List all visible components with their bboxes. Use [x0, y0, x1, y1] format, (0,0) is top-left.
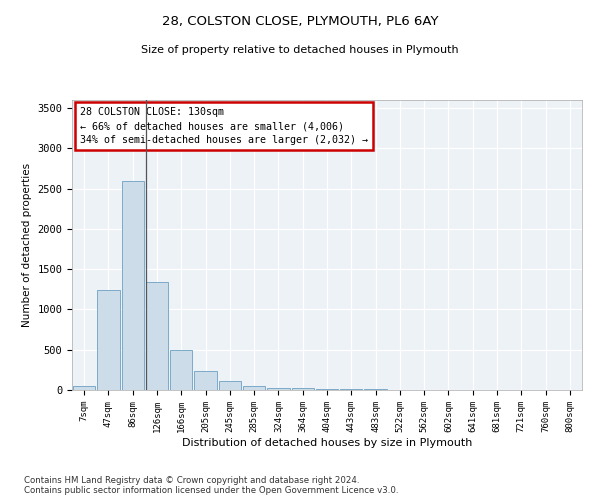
- Y-axis label: Number of detached properties: Number of detached properties: [22, 163, 32, 327]
- Bar: [292, 388, 314, 390]
- Bar: [194, 370, 217, 390]
- Bar: [243, 386, 265, 390]
- Text: 28, COLSTON CLOSE, PLYMOUTH, PL6 6AY: 28, COLSTON CLOSE, PLYMOUTH, PL6 6AY: [162, 15, 438, 28]
- X-axis label: Distribution of detached houses by size in Plymouth: Distribution of detached houses by size …: [182, 438, 472, 448]
- Bar: [73, 386, 95, 390]
- Bar: [122, 182, 144, 390]
- Text: 28 COLSTON CLOSE: 130sqm
← 66% of detached houses are smaller (4,006)
34% of sem: 28 COLSTON CLOSE: 130sqm ← 66% of detach…: [80, 108, 368, 146]
- Bar: [267, 388, 290, 390]
- Text: Size of property relative to detached houses in Plymouth: Size of property relative to detached ho…: [141, 45, 459, 55]
- Bar: [340, 389, 362, 390]
- Bar: [170, 350, 193, 390]
- Text: Contains HM Land Registry data © Crown copyright and database right 2024.
Contai: Contains HM Land Registry data © Crown c…: [24, 476, 398, 495]
- Bar: [218, 380, 241, 390]
- Bar: [146, 282, 168, 390]
- Bar: [316, 389, 338, 390]
- Bar: [97, 290, 119, 390]
